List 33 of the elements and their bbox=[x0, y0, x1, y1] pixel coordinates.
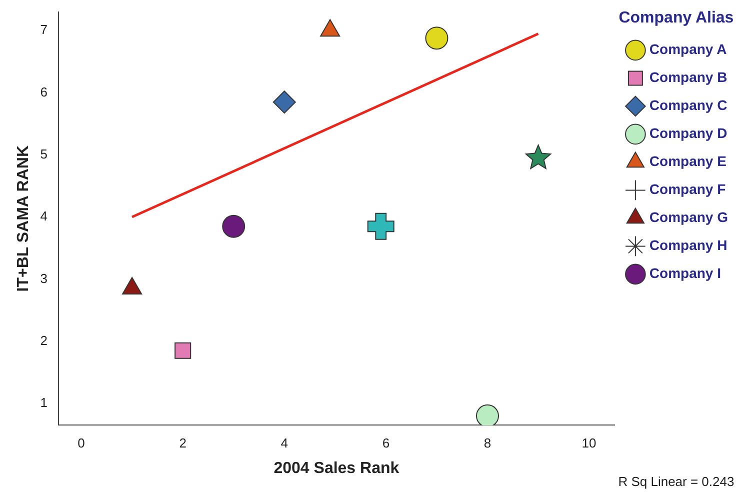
point bbox=[272, 90, 296, 114]
legend-label: Company A bbox=[649, 41, 727, 58]
x-tick-label: 0 bbox=[78, 436, 85, 451]
legend-title: Company Alias bbox=[618, 9, 734, 26]
legend-label: Company G bbox=[649, 209, 728, 226]
legend-label: Company F bbox=[649, 181, 726, 198]
y-tick-label: 6 bbox=[40, 84, 48, 100]
x-tick-label: 10 bbox=[582, 436, 596, 451]
point bbox=[174, 342, 192, 359]
legend-label: Company I bbox=[649, 265, 722, 282]
x-tick-label: 4 bbox=[280, 436, 288, 451]
text: R Sq Linear = 0.243 bbox=[618, 474, 734, 489]
y-tick-label: 3 bbox=[40, 270, 48, 286]
y-tick-label: 2 bbox=[40, 332, 48, 348]
legend-label: Company H bbox=[649, 237, 728, 254]
point bbox=[525, 144, 552, 170]
x-tick-label: 6 bbox=[382, 436, 390, 451]
x-tick-label: 8 bbox=[484, 436, 492, 451]
x-axis-title: 2004 Sales Rank bbox=[274, 460, 400, 477]
y-axis-title: IT+BL SAMA RANK bbox=[15, 145, 32, 292]
y-tick-label: 1 bbox=[40, 395, 48, 410]
point bbox=[425, 26, 448, 50]
y-tick-label: 7 bbox=[40, 22, 48, 38]
point bbox=[222, 214, 246, 238]
point bbox=[367, 212, 394, 240]
legend-label: Company C bbox=[649, 97, 728, 114]
point bbox=[476, 404, 499, 426]
x-tick-label: 2 bbox=[179, 436, 186, 451]
legend-label: Company D bbox=[649, 125, 728, 142]
legend-label: Company B bbox=[649, 69, 728, 86]
y-tick-label: 5 bbox=[40, 146, 48, 162]
legend-label: Company E bbox=[649, 153, 726, 170]
y-tick-label: 4 bbox=[40, 208, 48, 224]
